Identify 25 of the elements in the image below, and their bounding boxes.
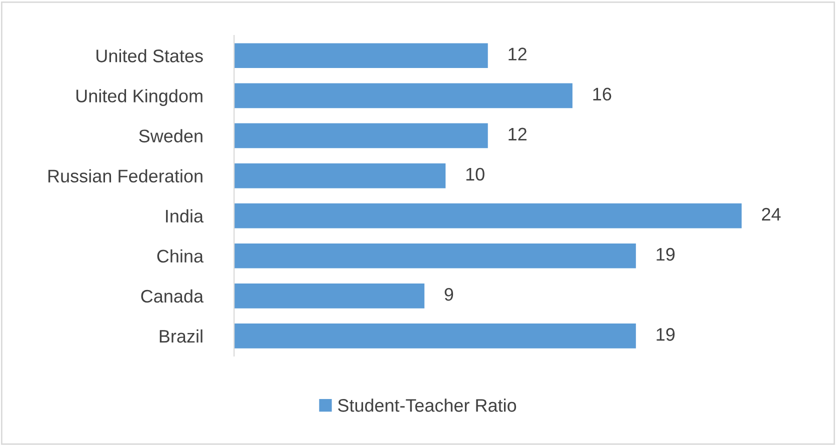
bar	[234, 243, 636, 268]
bar	[234, 203, 742, 228]
bar	[234, 163, 446, 188]
data-label: 19	[656, 248, 675, 261]
data-label: 9	[444, 288, 454, 301]
y-tick-label: United Kingdom	[76, 89, 202, 106]
y-tick-label: Canada	[141, 289, 204, 303]
data-label: 12	[508, 128, 526, 140]
data-label: 12	[508, 48, 526, 60]
y-tick-label: Sweden	[139, 129, 202, 142]
data-label: 16	[593, 88, 612, 101]
data-label: 24	[762, 208, 781, 220]
y-tick-label: Russian Federation	[48, 169, 202, 182]
y-tick-label: Brazil	[160, 329, 202, 343]
y-tick-label: United States	[96, 49, 203, 62]
data-label: 19	[656, 328, 675, 341]
bar	[234, 123, 488, 148]
y-tick-label: India	[166, 209, 204, 223]
bar	[234, 43, 488, 68]
data-label: 10	[466, 168, 484, 181]
legend-label: Student-Teacher Ratio	[338, 398, 516, 412]
bar	[234, 324, 636, 348]
bar	[234, 284, 424, 308]
bar	[234, 83, 572, 108]
y-tick-label: China	[157, 249, 204, 263]
